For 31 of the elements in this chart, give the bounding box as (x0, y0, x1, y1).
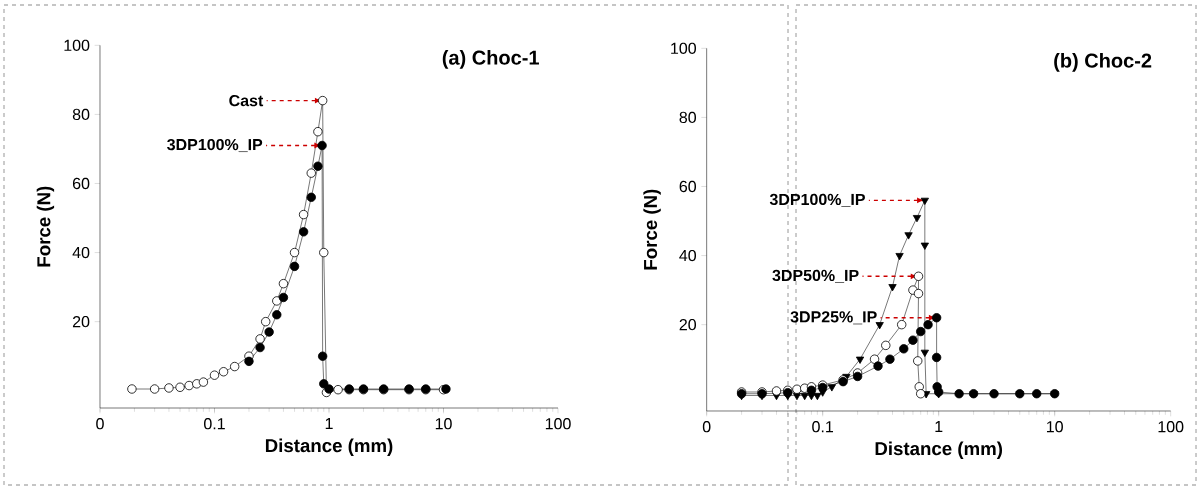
text: 3DP25%_IP (790, 311, 877, 325)
text: 3DP100%_IP (167, 138, 263, 153)
x-tick-label: 10 (1046, 421, 1063, 433)
x-tick-label: 100 (545, 418, 571, 430)
y-tick-label: 80 (679, 111, 697, 124)
x-tick-label: 1 (325, 418, 333, 430)
x-axis-title: Distance (mm) (265, 438, 393, 456)
text: 3DP50%_IP (772, 269, 859, 283)
x-tick-label: 100 (1158, 421, 1184, 433)
x-tick-label: 0.1 (204, 418, 225, 430)
y-tick-label: 20 (72, 315, 90, 328)
y-tick-label: 80 (72, 108, 90, 121)
y-axis-title: Force (N) (643, 189, 661, 270)
chart-title: (b) Choc-2 (1054, 53, 1152, 72)
y-tick-label: 60 (72, 177, 90, 190)
y-tick-label: 20 (679, 318, 697, 331)
x-tick-label: 0 (96, 418, 104, 430)
x-tick-label: 0 (702, 421, 711, 433)
x-tick-label: 10 (435, 418, 452, 430)
chart-title: (a) Choc-1 (442, 50, 539, 69)
y-tick-label: 40 (72, 246, 90, 259)
y-tick-label: 100 (64, 39, 90, 51)
x-tick-label: 0.1 (812, 421, 834, 433)
text: Cast (229, 94, 264, 107)
text: 3DP100%_IP (769, 193, 865, 207)
y-tick-label: 40 (679, 249, 697, 262)
y-axis-title: Force (N) (36, 186, 55, 267)
x-tick-label: 1 (935, 421, 943, 433)
y-tick-label: 100 (671, 42, 697, 54)
y-tick-label: 60 (679, 180, 697, 193)
x-axis-title: Distance (mm) (875, 441, 1003, 459)
